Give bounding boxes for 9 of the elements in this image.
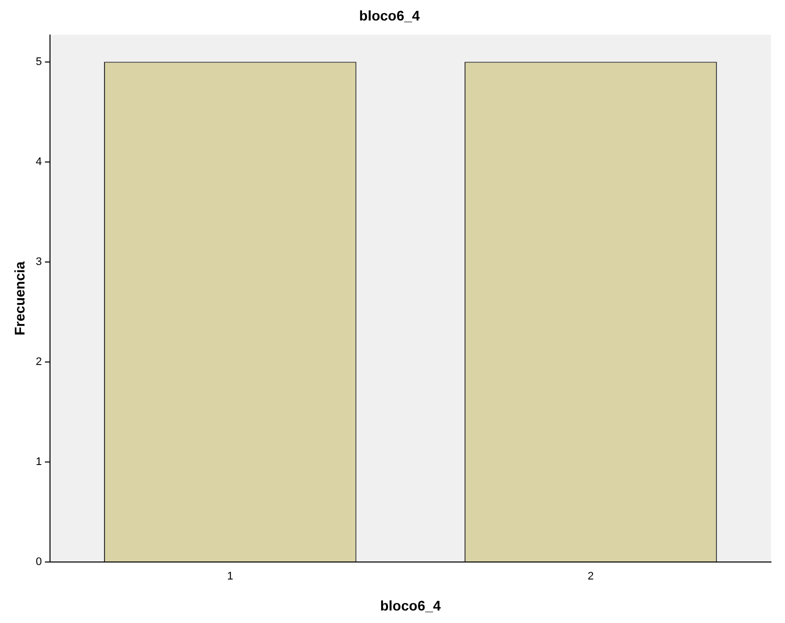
chart-title: bloco6_4: [359, 7, 420, 24]
y-tick-label: 3: [36, 256, 42, 268]
y-tick-label: 4: [36, 156, 42, 168]
y-axis-title: Frecuencia: [11, 261, 28, 336]
y-tick-label: 0: [36, 556, 42, 568]
y-tick-label: 2: [36, 356, 42, 368]
y-tick-label: 5: [36, 56, 42, 68]
y-tick-label: 1: [36, 456, 42, 468]
x-axis-title: bloco6_4: [380, 597, 442, 614]
